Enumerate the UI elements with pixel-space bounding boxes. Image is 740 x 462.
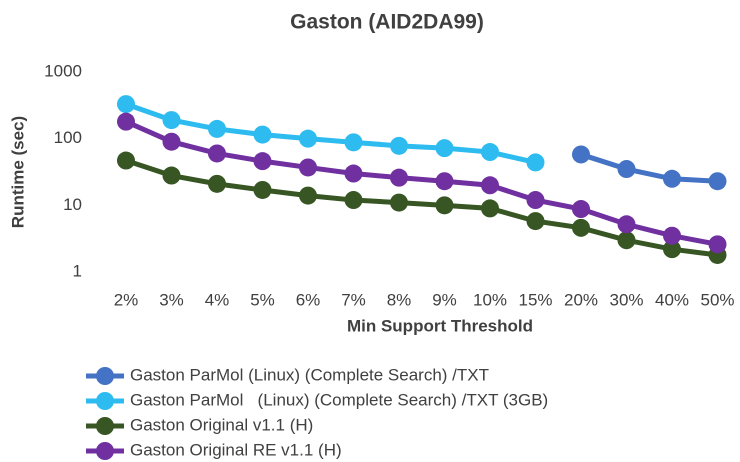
data-point (617, 160, 636, 179)
y-axis-title: Runtime (sec) (8, 116, 27, 228)
data-point (663, 226, 681, 245)
data-point (708, 172, 727, 191)
data-point (481, 143, 499, 162)
x-tick-label: 15% (518, 290, 552, 309)
data-point (481, 199, 499, 218)
data-point (617, 231, 636, 250)
legend-marker (96, 442, 114, 460)
data-point (572, 218, 590, 237)
series-line (580, 152, 718, 184)
x-axis-title: Min Support Threshold (347, 316, 533, 335)
legend-marker (96, 367, 114, 385)
data-point (617, 215, 636, 234)
x-tick-label: 3% (159, 290, 184, 309)
data-point (162, 166, 181, 185)
data-point (253, 152, 272, 171)
data-point (344, 191, 363, 210)
data-point (435, 172, 454, 191)
data-point (344, 164, 363, 183)
data-point (162, 132, 181, 151)
data-point (663, 169, 681, 188)
data-point (663, 240, 681, 259)
x-tick-label: 7% (341, 290, 366, 309)
legend-label: Gaston ParMol (Linux) (Complete Search) … (130, 390, 548, 409)
data-point (253, 125, 272, 144)
data-point (208, 119, 226, 138)
legend-marker (96, 417, 114, 435)
x-tick-label: 30% (609, 290, 643, 309)
data-point (526, 153, 545, 172)
series-line (125, 101, 537, 165)
data-point (572, 145, 590, 164)
x-tick-label: 5% (250, 290, 275, 309)
data-point (390, 168, 408, 187)
data-point (526, 212, 545, 231)
x-tick-label: 6% (296, 290, 321, 309)
data-point (117, 95, 135, 114)
data-point (162, 111, 181, 130)
data-point (708, 235, 727, 254)
data-point (435, 139, 454, 158)
x-tick-label: 9% (432, 290, 457, 309)
y-tick-label: 1000 (44, 61, 82, 80)
x-tick-label: 50% (700, 290, 734, 309)
legend-label: Gaston Original v1.1 (H) (130, 415, 313, 434)
legend-marker (96, 392, 114, 410)
y-tick-label: 100 (54, 128, 82, 147)
data-point (344, 133, 363, 152)
legend-label: Gaston Original RE v1.1 (H) (130, 440, 342, 459)
data-point (208, 174, 226, 193)
data-point (435, 196, 454, 215)
data-point (390, 193, 408, 212)
x-tick-label: 2% (114, 290, 139, 309)
data-point (572, 200, 590, 219)
x-tick-label: 20% (564, 290, 598, 309)
data-point (299, 129, 317, 148)
data-point (117, 151, 135, 170)
legend-label: Gaston ParMol (Linux) (Complete Search) … (130, 365, 489, 384)
y-tick-label: 1 (73, 261, 82, 280)
data-point (299, 186, 317, 205)
data-point (208, 144, 226, 163)
data-point (390, 136, 408, 155)
data-point (117, 112, 135, 131)
x-tick-label: 40% (655, 290, 689, 309)
data-point (299, 158, 317, 177)
x-tick-label: 10% (473, 290, 507, 309)
x-tick-label: 4% (205, 290, 230, 309)
x-tick-label: 8% (387, 290, 412, 309)
data-point (481, 176, 499, 195)
data-point (526, 191, 545, 210)
y-tick-label: 10 (63, 195, 82, 214)
chart-title: Gaston (AID2DA99) (290, 11, 484, 34)
data-point (253, 180, 272, 199)
